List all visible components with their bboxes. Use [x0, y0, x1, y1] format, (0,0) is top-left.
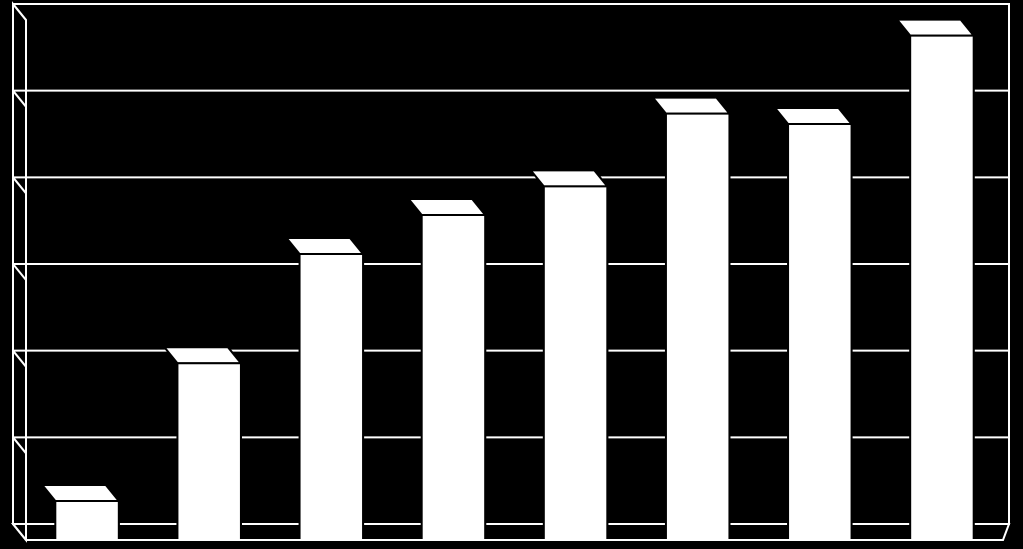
bar-front — [55, 501, 119, 540]
bar-front — [177, 363, 241, 540]
bar-top — [531, 170, 608, 186]
bar-top — [42, 485, 119, 501]
bar-front — [666, 114, 730, 540]
bar-front — [910, 36, 974, 540]
bar-top — [775, 108, 852, 124]
bar-front — [422, 215, 486, 540]
bar-top — [653, 98, 730, 114]
bar-chart — [0, 0, 1023, 549]
bar-top — [164, 347, 241, 363]
bar-top — [409, 199, 486, 215]
bar-top — [897, 20, 974, 36]
bar-front — [300, 254, 364, 540]
bar-top — [287, 238, 364, 254]
plot-floor — [13, 524, 1009, 540]
bar-front — [788, 124, 852, 540]
bar-front — [544, 186, 608, 540]
